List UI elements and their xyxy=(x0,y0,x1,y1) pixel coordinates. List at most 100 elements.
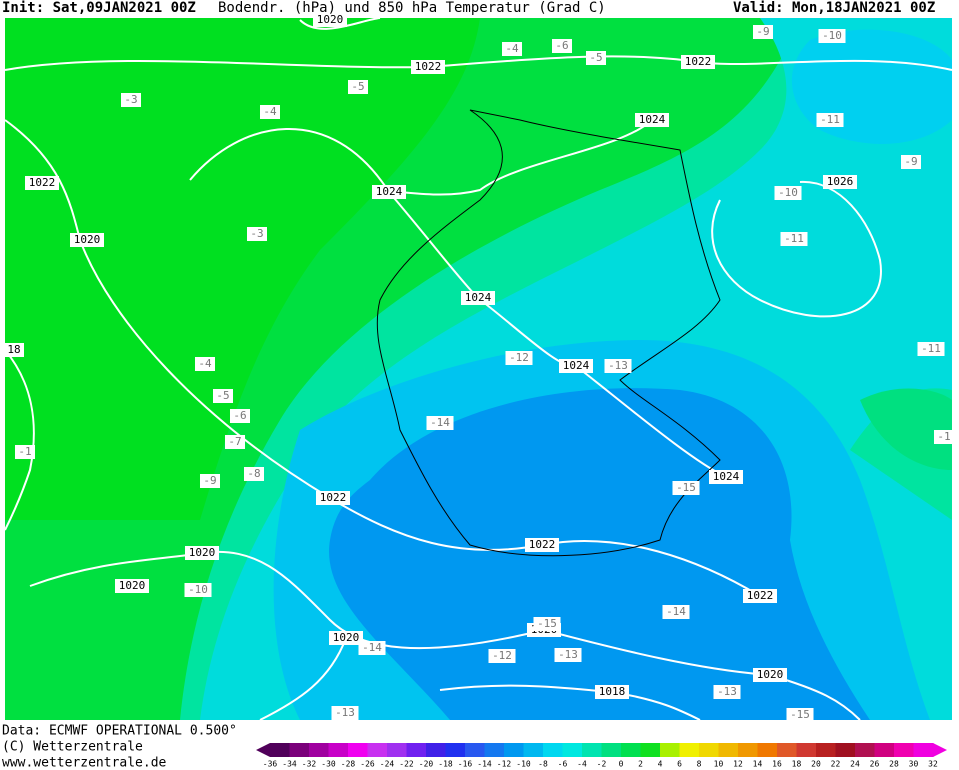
temperature-label: -10 xyxy=(778,186,798,199)
temperature-label-box xyxy=(244,467,264,481)
temperature-label-box xyxy=(533,617,561,631)
isobar-label: 1020 xyxy=(189,546,216,559)
temperature-label: -9 xyxy=(756,25,769,38)
legend-swatch xyxy=(562,743,583,757)
data-source: Data: ECMWF OPERATIONAL 0.500° xyxy=(2,724,237,739)
legend-tick-label: -10 xyxy=(516,760,531,769)
temperature-label: -6 xyxy=(555,39,568,52)
legend-swatch xyxy=(816,743,836,757)
temperature-label: -4 xyxy=(505,42,519,55)
temperature-label: -5 xyxy=(351,80,364,93)
temperature-label-box xyxy=(780,232,808,246)
legend-tick-label: -26 xyxy=(360,760,375,769)
temperature-label: -1 xyxy=(937,430,950,443)
legend-swatch xyxy=(406,743,427,757)
legend-swatch xyxy=(445,743,466,757)
isobar-label-box xyxy=(411,60,445,74)
isobar-label: 1020 xyxy=(757,668,784,681)
legend-swatch xyxy=(465,743,485,757)
isobar-label-box xyxy=(461,291,495,305)
temperature-label: -11 xyxy=(820,113,840,126)
legend-tick-label: -34 xyxy=(282,760,297,769)
temperature-label: -9 xyxy=(203,474,216,487)
legend-swatch xyxy=(777,743,797,757)
legend-tick-label: 32 xyxy=(928,760,938,769)
legend-tick-label: -4 xyxy=(577,760,587,769)
temperature-label: -14 xyxy=(666,605,686,618)
isobar-label-box xyxy=(753,668,787,682)
temperature-label-box xyxy=(753,25,773,39)
temperature-label-box xyxy=(426,416,454,430)
legend-tick-label: 14 xyxy=(753,760,763,769)
temperature-label-box xyxy=(121,93,141,107)
color-legend: -36 -34 -32 -30 -28 -26 -24 -22 -20 -18 -16 -14 -12-… xyxy=(256,743,947,769)
temperature-label-box xyxy=(331,706,359,720)
isobar-label: 1022 xyxy=(415,60,442,73)
legend-swatch xyxy=(523,743,544,757)
legend-swatch xyxy=(582,743,602,757)
temperature-label-box xyxy=(225,435,245,449)
temperature-label: -15 xyxy=(790,708,810,721)
isobar-label: 1022 xyxy=(320,491,347,504)
temperature-label-box xyxy=(552,39,572,53)
legend-swatch xyxy=(309,743,329,757)
temperature-label: -6 xyxy=(233,409,246,422)
legend-tick-label: -14 xyxy=(477,760,492,769)
legend-tick-label: 18 xyxy=(792,760,802,769)
temperature-label: -8 xyxy=(247,467,260,480)
borders xyxy=(376,109,721,557)
isobar-label-box xyxy=(635,113,669,127)
isobar-label-box xyxy=(4,343,24,357)
temperature-label: -11 xyxy=(921,342,941,355)
field-cold-pool xyxy=(791,29,952,144)
website: www.wetterzentrale.de xyxy=(2,756,167,770)
isobar-label-box xyxy=(316,491,350,505)
init-time: Init: Sat,09JAN2021 00Z xyxy=(2,0,196,16)
legend-tick-label: 26 xyxy=(870,760,880,769)
legend-swatch xyxy=(757,743,778,757)
legend-tick-label: 20 xyxy=(811,760,821,769)
temperature-label: -9 xyxy=(904,155,917,168)
legend-swatch xyxy=(660,743,680,757)
valid-time: Valid: Mon,18JAN2021 00Z xyxy=(733,0,935,16)
legend-swatch xyxy=(270,743,290,757)
temperature-label-box xyxy=(662,605,690,619)
legend-tick-label: 8 xyxy=(697,760,702,769)
temperature-label-box xyxy=(604,359,632,373)
field-warm-pool xyxy=(860,388,952,470)
isobar-label-box xyxy=(681,55,715,69)
temperature-label: -12 xyxy=(492,649,512,662)
isobar-label-box xyxy=(70,233,104,247)
temperature-label: -3 xyxy=(124,93,137,106)
temperature-label-box xyxy=(247,227,267,241)
legend-tick-label: 24 xyxy=(850,760,860,769)
legend-tick-label: 2 xyxy=(638,760,643,769)
legend-swatch xyxy=(874,743,895,757)
temperature-label-box xyxy=(917,342,945,356)
temperature-label-box xyxy=(505,351,533,365)
isobar-label: 1020 xyxy=(333,631,360,644)
legend-swatch xyxy=(718,743,739,757)
legend-swatch xyxy=(504,743,524,757)
temperature-label: -13 xyxy=(558,648,578,661)
legend-swatch xyxy=(913,743,934,757)
legend-tick-label: -18 xyxy=(438,760,453,769)
legend-tick-label: -16 xyxy=(458,760,473,769)
isobar-label-box xyxy=(313,13,347,27)
temperature-label: -7 xyxy=(228,435,241,448)
temperature-label-box xyxy=(502,42,522,56)
isobar-label: 1020 xyxy=(119,579,146,592)
isobar-label-box xyxy=(525,538,559,552)
legend-tick-label: -36 xyxy=(263,760,278,769)
legend-tick-label: 12 xyxy=(733,760,743,769)
legend-tick-label: 16 xyxy=(772,760,782,769)
isobar-label-box xyxy=(743,589,777,603)
temperature-label-box xyxy=(348,80,368,94)
temperature-label: -3 xyxy=(250,227,263,240)
temperature-label-box xyxy=(230,409,250,423)
temperature-label: -5 xyxy=(589,51,602,64)
legend-swatch xyxy=(835,743,856,757)
temperature-label: -13 xyxy=(608,359,628,372)
temperature-label-box xyxy=(260,105,280,119)
